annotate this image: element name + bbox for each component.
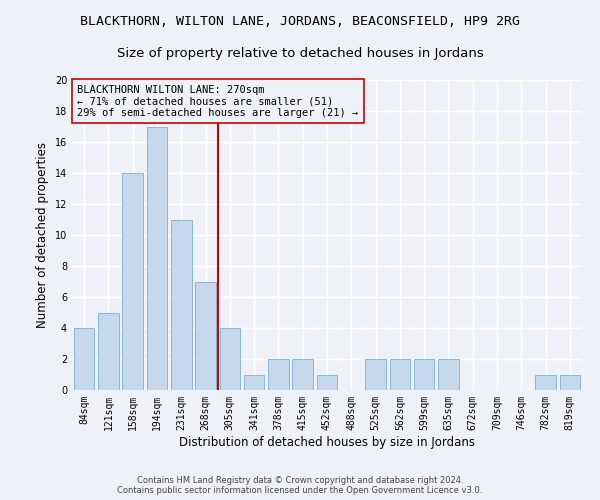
Bar [122, 173, 143, 390]
Y-axis label: Number of detached properties: Number of detached properties [36, 142, 49, 328]
Bar [560, 374, 580, 390]
Bar [389, 359, 410, 390]
Bar [244, 374, 265, 390]
X-axis label: Distribution of detached houses by size in Jordans: Distribution of detached houses by size … [179, 436, 475, 448]
Bar [171, 220, 191, 390]
Text: Contains HM Land Registry data © Crown copyright and database right 2024.
Contai: Contains HM Land Registry data © Crown c… [118, 476, 482, 495]
Bar [438, 359, 459, 390]
Bar [535, 374, 556, 390]
Bar [317, 374, 337, 390]
Bar [74, 328, 94, 390]
Bar [292, 359, 313, 390]
Bar [146, 126, 167, 390]
Bar [220, 328, 240, 390]
Bar [268, 359, 289, 390]
Text: BLACKTHORN WILTON LANE: 270sqm
← 71% of detached houses are smaller (51)
29% of : BLACKTHORN WILTON LANE: 270sqm ← 71% of … [77, 84, 358, 118]
Bar [365, 359, 386, 390]
Bar [98, 312, 119, 390]
Bar [414, 359, 434, 390]
Bar [195, 282, 216, 390]
Text: Size of property relative to detached houses in Jordans: Size of property relative to detached ho… [116, 48, 484, 60]
Text: BLACKTHORN, WILTON LANE, JORDANS, BEACONSFIELD, HP9 2RG: BLACKTHORN, WILTON LANE, JORDANS, BEACON… [80, 15, 520, 28]
